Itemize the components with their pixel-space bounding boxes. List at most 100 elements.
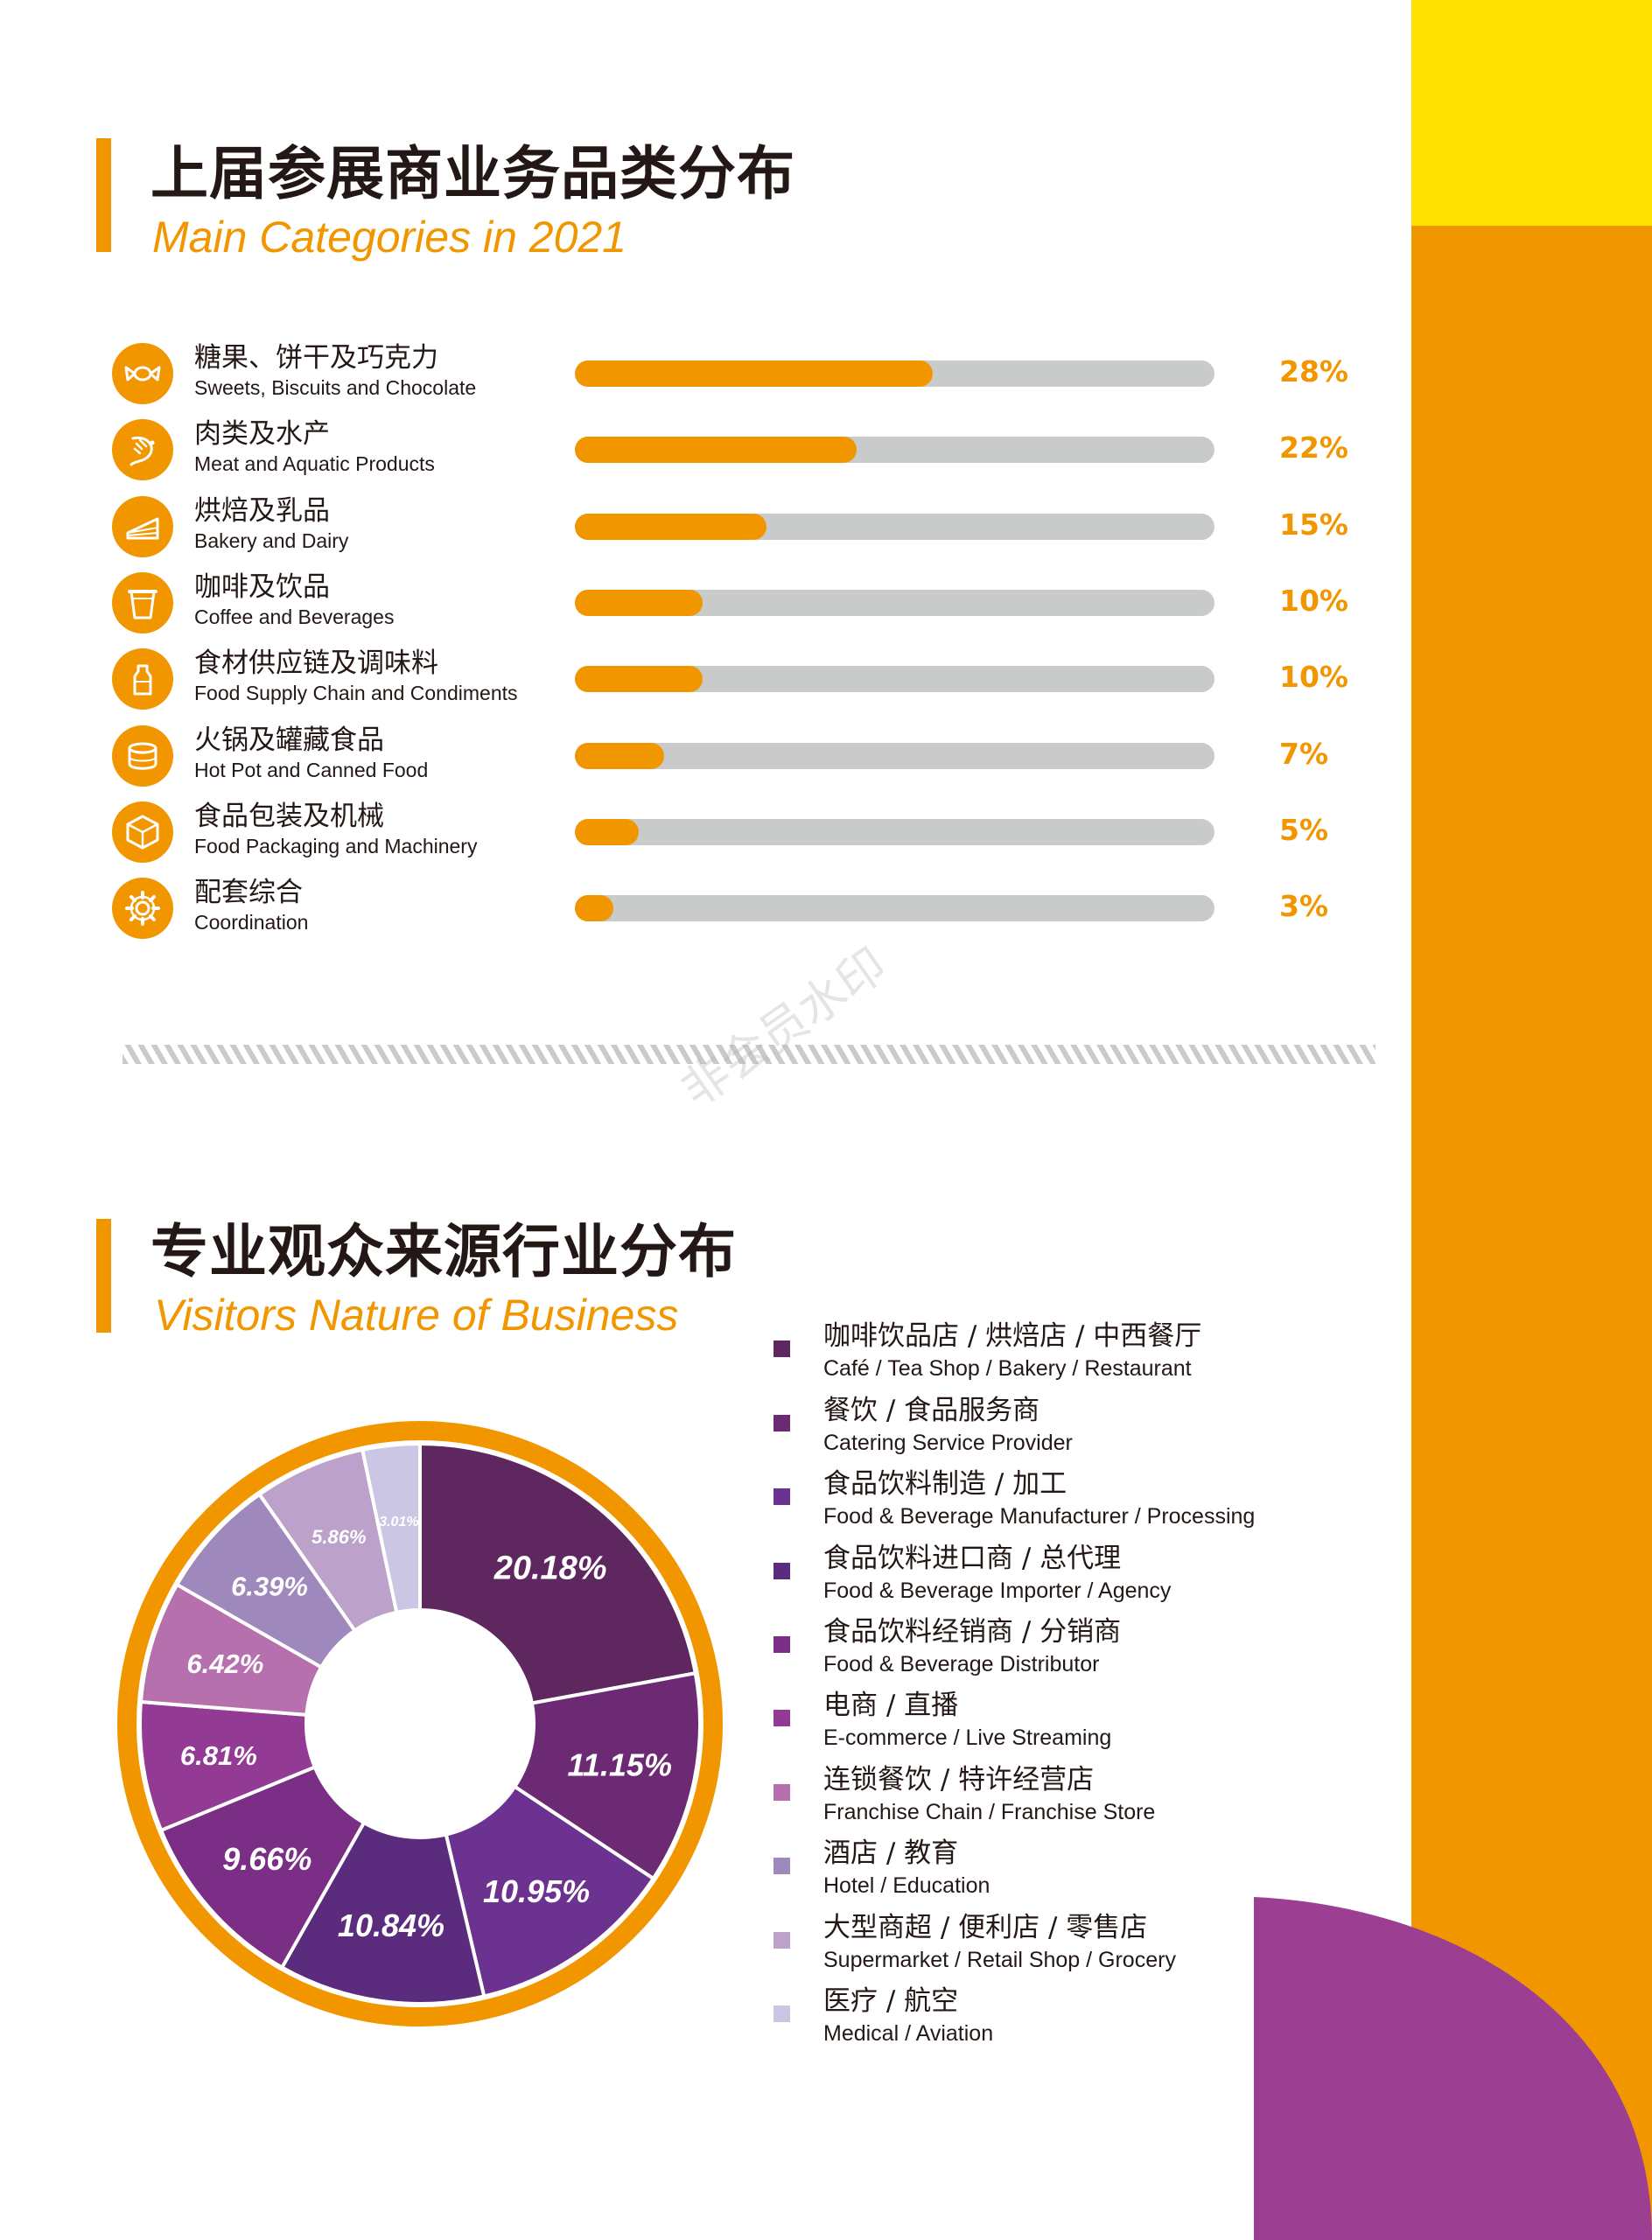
section2-subtitle: Visitors Nature of Business [154, 1291, 679, 1340]
box-icon [112, 802, 173, 863]
decor-purple-corner [1254, 1897, 1652, 2240]
cake-icon [112, 496, 173, 557]
bar-track [575, 590, 1214, 616]
section2-title: 专业观众来源行业分布 [150, 1218, 737, 1285]
donut-slice [512, 1670, 702, 1881]
donut-slice-label: 6.81% [180, 1740, 257, 1771]
legend-swatch [774, 1415, 790, 1432]
bar-label-cn: 烘焙及乳品 [194, 495, 330, 527]
bar-label-en: Bakery and Dairy [194, 529, 349, 552]
legend-item: 餐饮 / 食品服务商 Catering Service Provider [774, 1397, 1404, 1467]
bar-label-cn: 食材供应链及调味料 [194, 648, 438, 679]
legend-label-en: Franchise Chain / Franchise Store [823, 1800, 1156, 1824]
decor-orange-band [1411, 226, 1652, 2240]
bar-value-label: 22% [1279, 430, 1348, 465]
section1-title: 上届参展商业务品类分布 [150, 140, 795, 207]
legend-label-cn: 食品饮料进口商 / 总代理 [823, 1543, 1122, 1574]
legend-label-en: Supermarket / Retail Shop / Grocery [823, 1948, 1176, 1972]
bar-label-en: Coordination [194, 911, 309, 934]
legend-swatch [774, 1340, 790, 1357]
bar-fill [575, 437, 857, 463]
bar-fill [575, 360, 934, 387]
shrimp-icon [112, 419, 173, 480]
legend-swatch [774, 1710, 790, 1726]
bar-row: 肉类及水产 Meat and Aquatic Products 22% [110, 416, 1362, 486]
legend-item: 连锁餐饮 / 特许经营店 Franchise Chain / Franchise… [774, 1767, 1404, 1837]
bar-row: 配套综合 Coordination 3% [110, 874, 1362, 944]
donut-slice-label: 5.86% [312, 1526, 366, 1548]
legend-item: 食品饮料制造 / 加工 Food & Beverage Manufacturer… [774, 1471, 1404, 1541]
section1-accent-bar [96, 138, 111, 252]
bar-label-cn: 食品包装及机械 [194, 801, 384, 832]
donut-slice-label: 9.66% [222, 1841, 312, 1877]
legend-swatch [774, 1563, 790, 1579]
legend-item: 医疗 / 航空 Medical / Aviation [774, 1988, 1404, 2058]
bar-row: 糖果、饼干及巧克力 Sweets, Biscuits and Chocolate… [110, 340, 1362, 410]
donut-slice [279, 1820, 486, 2006]
watermark-text: 非会员水印 [671, 937, 897, 1118]
bar-fill [575, 819, 640, 845]
decor-yellow-band [1411, 0, 1652, 226]
bar-label-en: Hot Pot and Canned Food [194, 759, 429, 781]
section2-accent-bar [96, 1219, 111, 1333]
bar-label-cn: 咖啡及饮品 [194, 571, 330, 603]
legend-label-en: Café / Tea Shop / Bakery / Restaurant [823, 1356, 1192, 1381]
can-icon [112, 725, 173, 787]
legend-label-cn: 酒店 / 教育 [823, 1838, 959, 1869]
legend-swatch [774, 2006, 790, 2022]
bar-row: 烘焙及乳品 Bakery and Dairy 15% [110, 493, 1362, 563]
donut-slice [158, 1764, 367, 1970]
legend-label-en: Hotel / Education [823, 1873, 990, 1898]
donut-slice [444, 1784, 656, 1998]
legend-item: 电商 / 直播 E-commerce / Live Streaming [774, 1692, 1404, 1762]
bar-fill [575, 590, 704, 616]
legend-label-cn: 医疗 / 航空 [823, 1985, 959, 2017]
bar-label-cn: 糖果、饼干及巧克力 [194, 342, 438, 374]
bar-row: 火锅及罐藏食品 Hot Pot and Canned Food 7% [110, 722, 1362, 792]
bar-label-en: Food Supply Chain and Condiments [194, 682, 518, 704]
bar-fill [575, 743, 665, 769]
bar-value-label: 10% [1279, 584, 1348, 618]
bar-track [575, 819, 1214, 845]
bar-track [575, 743, 1214, 769]
bar-track [575, 895, 1214, 921]
legend-item: 食品饮料经销商 / 分销商 Food & Beverage Distributo… [774, 1619, 1404, 1689]
bar-row: 咖啡及饮品 Coffee and Beverages 10% [110, 569, 1362, 639]
bar-value-label: 28% [1279, 354, 1348, 388]
donut-slice-label: 6.42% [186, 1648, 263, 1679]
bar-label-en: Sweets, Biscuits and Chocolate [194, 376, 477, 399]
bar-track [575, 514, 1214, 540]
legend-label-en: Food & Beverage Manufacturer / Processin… [823, 1504, 1256, 1529]
section1-subtitle: Main Categories in 2021 [152, 213, 626, 262]
legend-label-en: Catering Service Provider [823, 1431, 1073, 1455]
bar-value-label: 10% [1279, 660, 1348, 694]
bar-track [575, 360, 1214, 387]
bar-fill [575, 895, 613, 921]
visitor-donut-chart: 20.18% 11.15% 10.95% 10.84% 9.66% 6.81% 6.42% 6… [117, 1421, 723, 2026]
bar-track [575, 437, 1214, 463]
gear-icon [112, 878, 173, 939]
bar-label-en: Meat and Aquatic Products [194, 452, 435, 475]
legend-label-en: Medical / Aviation [823, 2021, 994, 2046]
legend-label-cn: 食品饮料制造 / 加工 [823, 1468, 1068, 1500]
bar-value-label: 5% [1279, 813, 1329, 847]
legend-swatch [774, 1784, 790, 1801]
bar-label-cn: 配套综合 [194, 877, 303, 908]
legend-item: 酒店 / 教育 Hotel / Education [774, 1840, 1404, 1910]
legend-label-cn: 餐饮 / 食品服务商 [823, 1395, 1040, 1426]
legend-swatch [774, 1636, 790, 1653]
condiment-bottle-icon [112, 648, 173, 710]
donut-slice-label: 20.18% [494, 1550, 607, 1586]
donut-slice-label: 6.39% [231, 1572, 308, 1602]
bar-track [575, 666, 1214, 692]
donut-slice [360, 1441, 422, 1615]
bar-label-en: Coffee and Beverages [194, 606, 395, 628]
legend-label-cn: 食品饮料经销商 / 分销商 [823, 1616, 1122, 1648]
donut-slice-label: 10.84% [338, 1908, 444, 1943]
bar-fill [575, 514, 767, 540]
bar-label-cn: 肉类及水产 [194, 418, 330, 450]
legend-label-en: Food & Beverage Importer / Agency [823, 1578, 1172, 1603]
legend-swatch [774, 1488, 790, 1505]
legend-item: 大型商超 / 便利店 / 零售店 Supermarket / Retail Sh… [774, 1914, 1404, 1984]
candy-icon [112, 343, 173, 404]
